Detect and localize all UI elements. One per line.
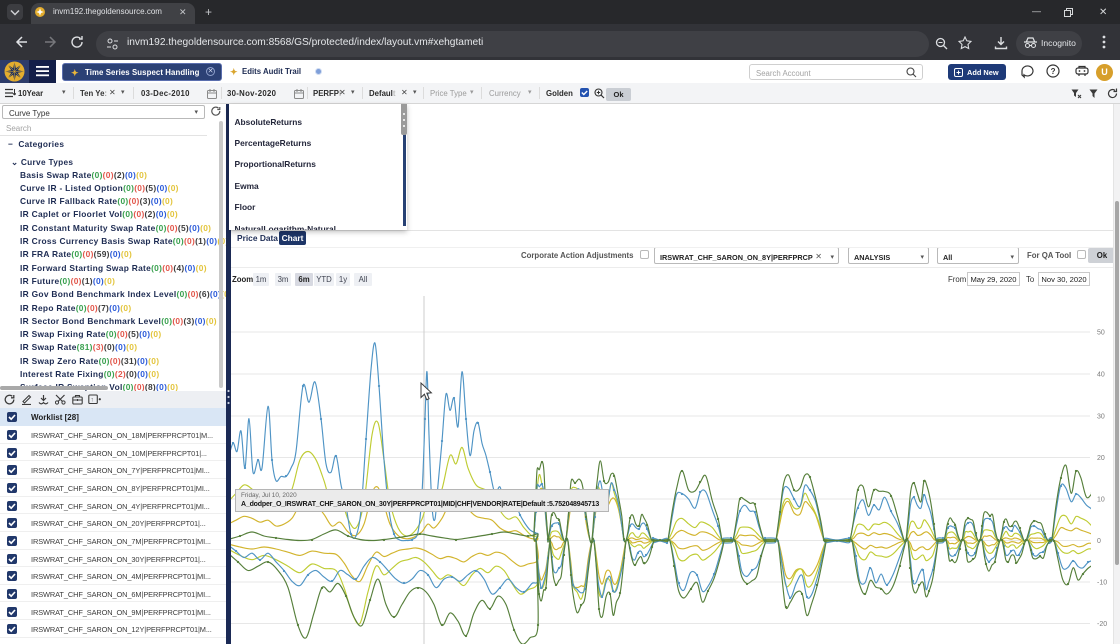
- svg-text:↑: ↑: [91, 398, 94, 404]
- svg-text:30: 30: [1097, 414, 1105, 421]
- svg-text:50: 50: [1097, 330, 1105, 337]
- svg-text:?: ?: [1051, 67, 1056, 76]
- svg-text:20: 20: [1097, 455, 1105, 462]
- svg-text:40: 40: [1097, 372, 1105, 379]
- svg-text:0: 0: [1097, 538, 1101, 545]
- svg-text:-20: -20: [1097, 621, 1107, 628]
- svg-text:10: 10: [1097, 497, 1105, 504]
- svg-text:-10: -10: [1097, 580, 1107, 587]
